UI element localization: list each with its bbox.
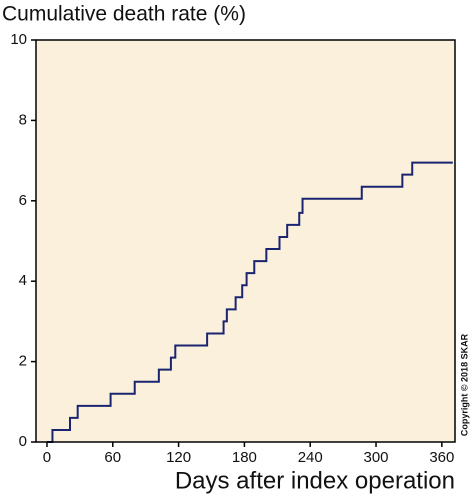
y-tick-label: 6 [19, 192, 27, 209]
x-tick-label: 60 [104, 449, 121, 466]
y-tick-label: 8 [19, 111, 27, 128]
step-line [46, 161, 453, 443]
y-tick-label: 0 [19, 433, 27, 450]
x-tick-label: 240 [298, 449, 323, 466]
x-tick-label: 360 [429, 449, 454, 466]
x-tick-label: 0 [43, 449, 51, 466]
copyright: Copyright © 2018 SKAR [459, 333, 469, 436]
y-tick-label: 2 [19, 353, 27, 370]
x-tick-label: 300 [364, 449, 389, 466]
x-axis-label: Days after index operation [175, 467, 455, 494]
x-tick-label: 180 [232, 449, 257, 466]
y-tick-label: 10 [10, 31, 27, 48]
x-tick-label: 120 [166, 449, 191, 466]
chart-title: Cumulative death rate (%) [2, 3, 246, 26]
plot-area [36, 40, 455, 442]
plot-frame [35, 39, 456, 443]
y-tick-label: 4 [19, 272, 27, 289]
